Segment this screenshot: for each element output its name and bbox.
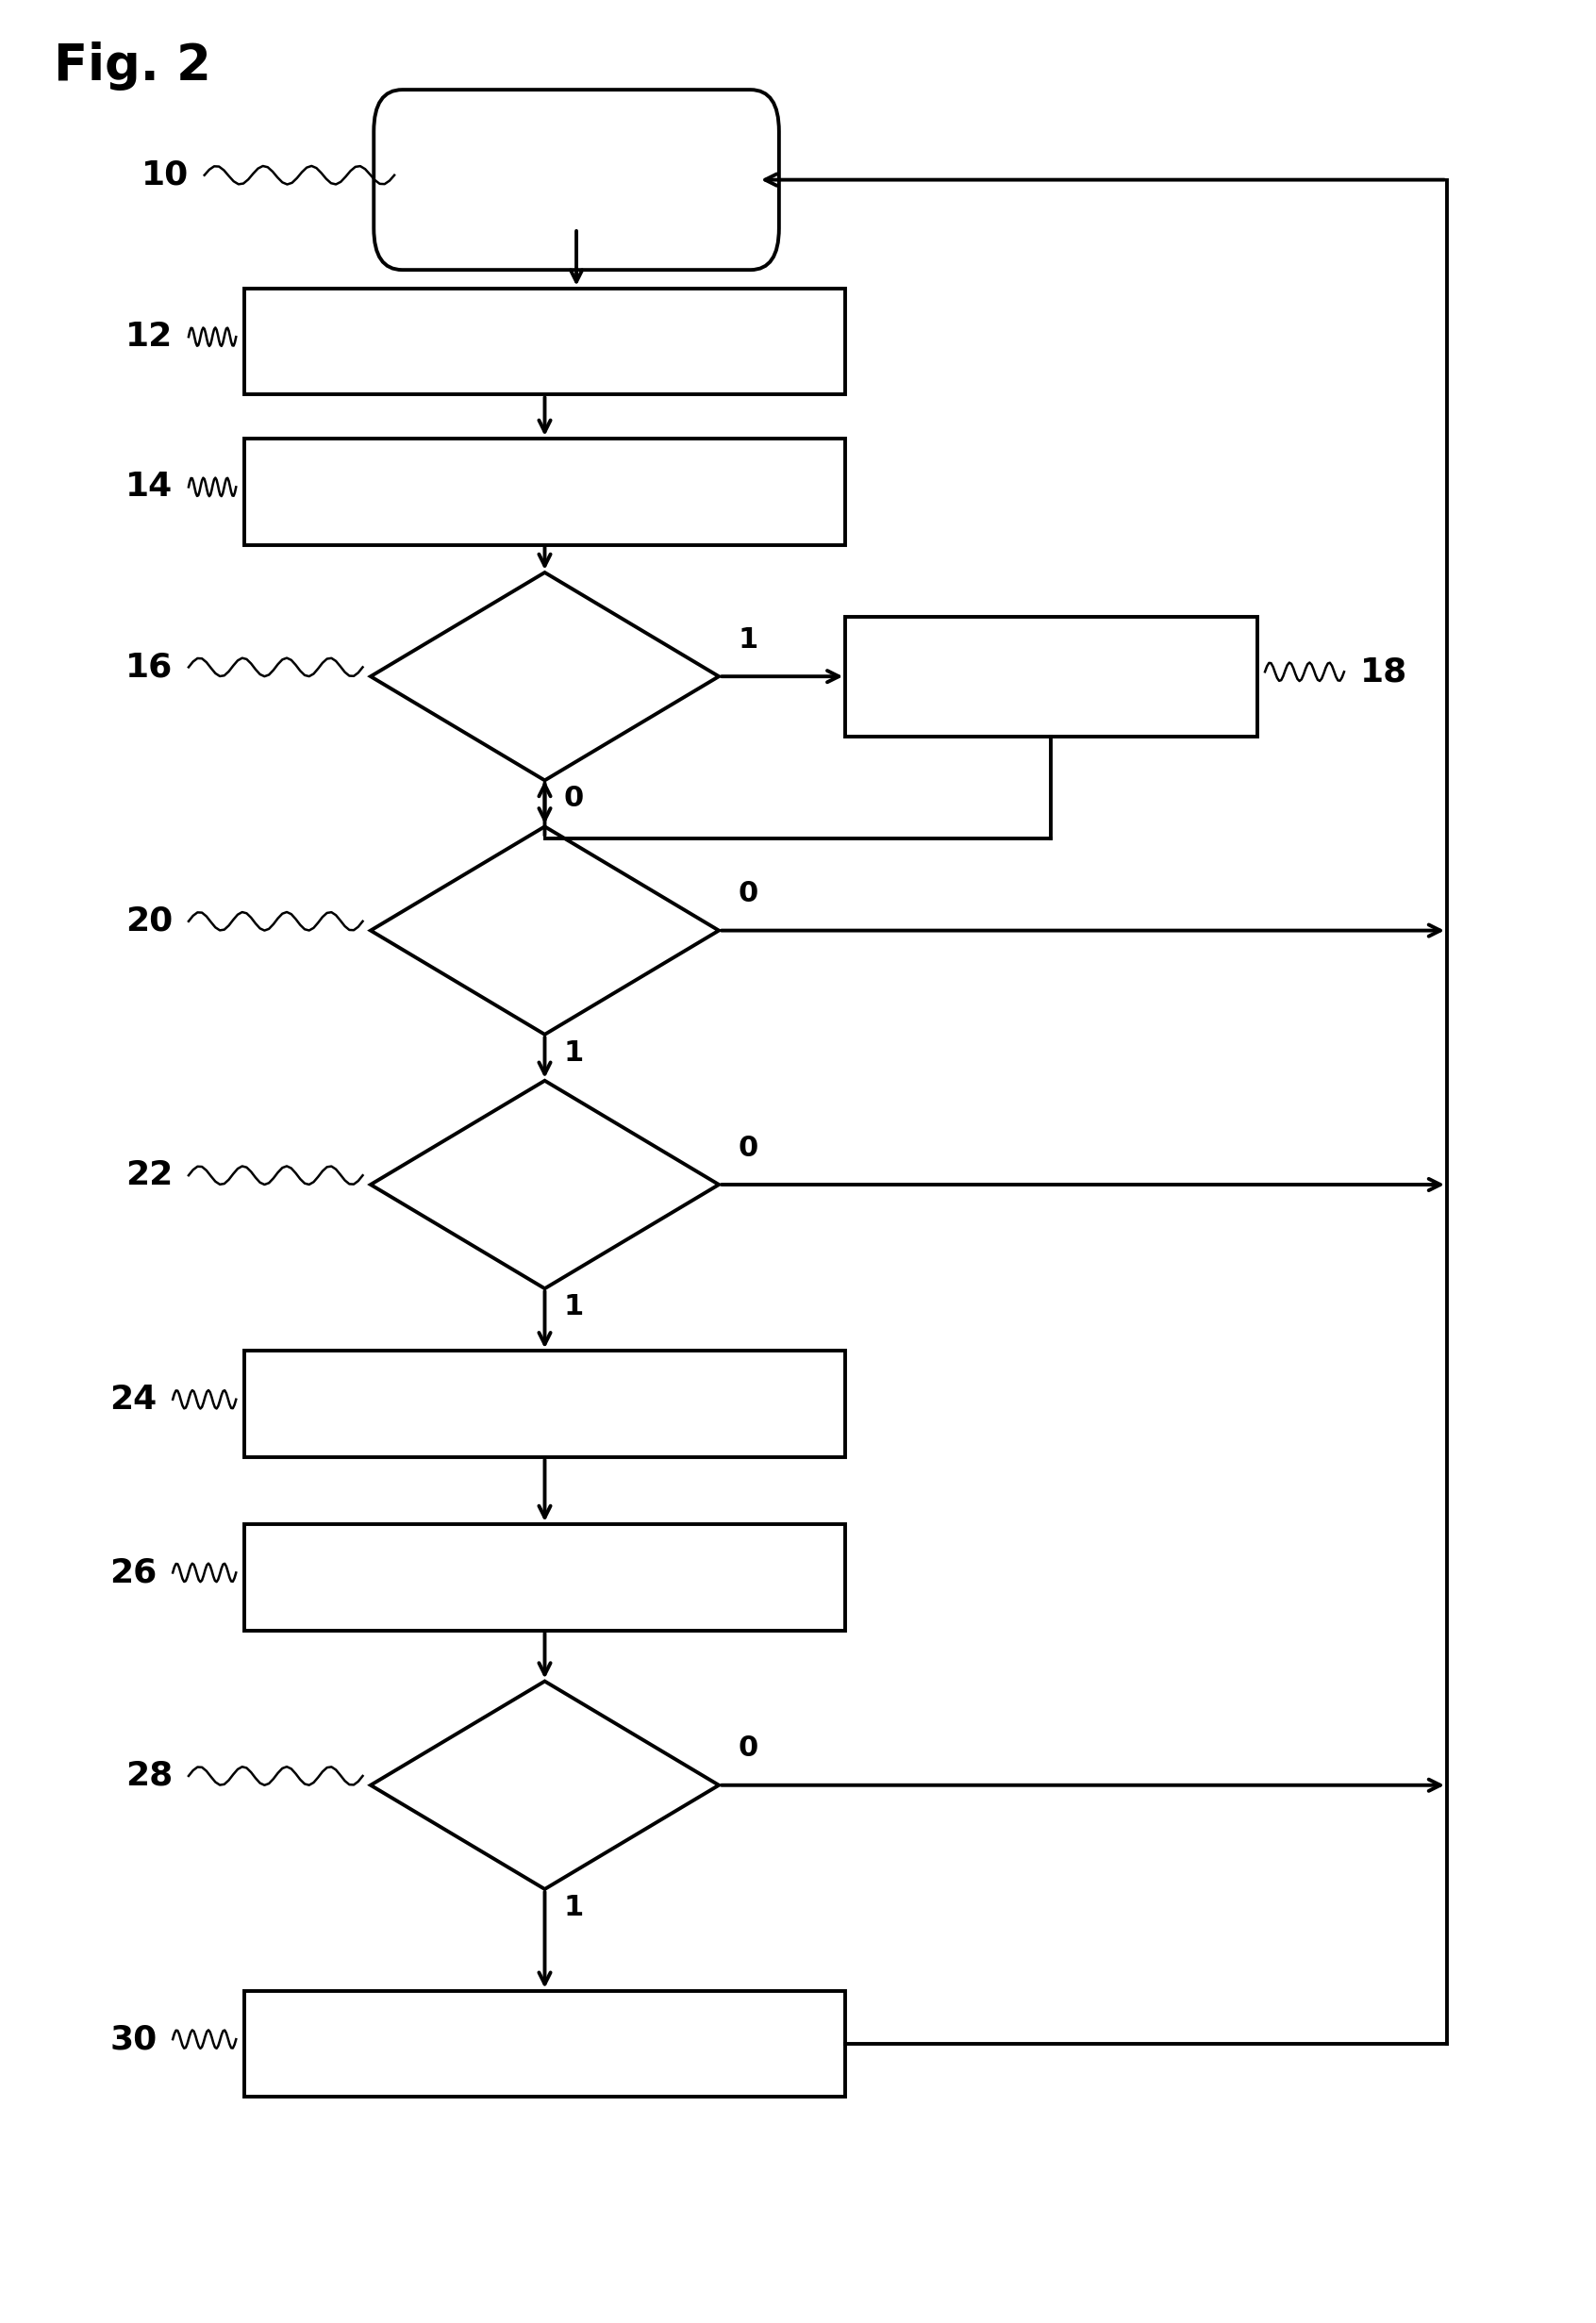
Text: 0: 0 [737,1134,758,1162]
Text: 28: 28 [126,1761,172,1791]
Text: 1: 1 [563,1893,584,1921]
Text: 18: 18 [1360,655,1408,688]
Text: 0: 0 [563,785,584,813]
Bar [244,439,846,546]
Text: 1: 1 [563,1038,584,1066]
Bar [244,288,846,395]
Bar [244,1352,846,1457]
Text: Fig. 2: Fig. 2 [54,42,211,91]
Polygon shape [370,1682,718,1889]
Text: 0: 0 [737,1735,758,1763]
Text: 10: 10 [140,160,188,190]
Text: 0: 0 [737,880,758,908]
Text: 30: 30 [110,2023,156,2056]
Text: 14: 14 [126,472,172,504]
Text: 1: 1 [737,625,758,653]
Polygon shape [370,1080,718,1289]
Text: 12: 12 [126,321,172,353]
Bar [846,616,1258,736]
Text: 20: 20 [126,906,172,936]
Text: 26: 26 [110,1556,156,1589]
Text: 22: 22 [126,1159,172,1192]
Bar [244,1524,846,1631]
Polygon shape [370,571,718,781]
Text: 24: 24 [110,1385,156,1415]
Text: 1: 1 [563,1294,584,1319]
Bar [244,1991,846,2098]
FancyBboxPatch shape [373,91,779,269]
Polygon shape [370,827,718,1034]
Text: 16: 16 [126,650,172,683]
